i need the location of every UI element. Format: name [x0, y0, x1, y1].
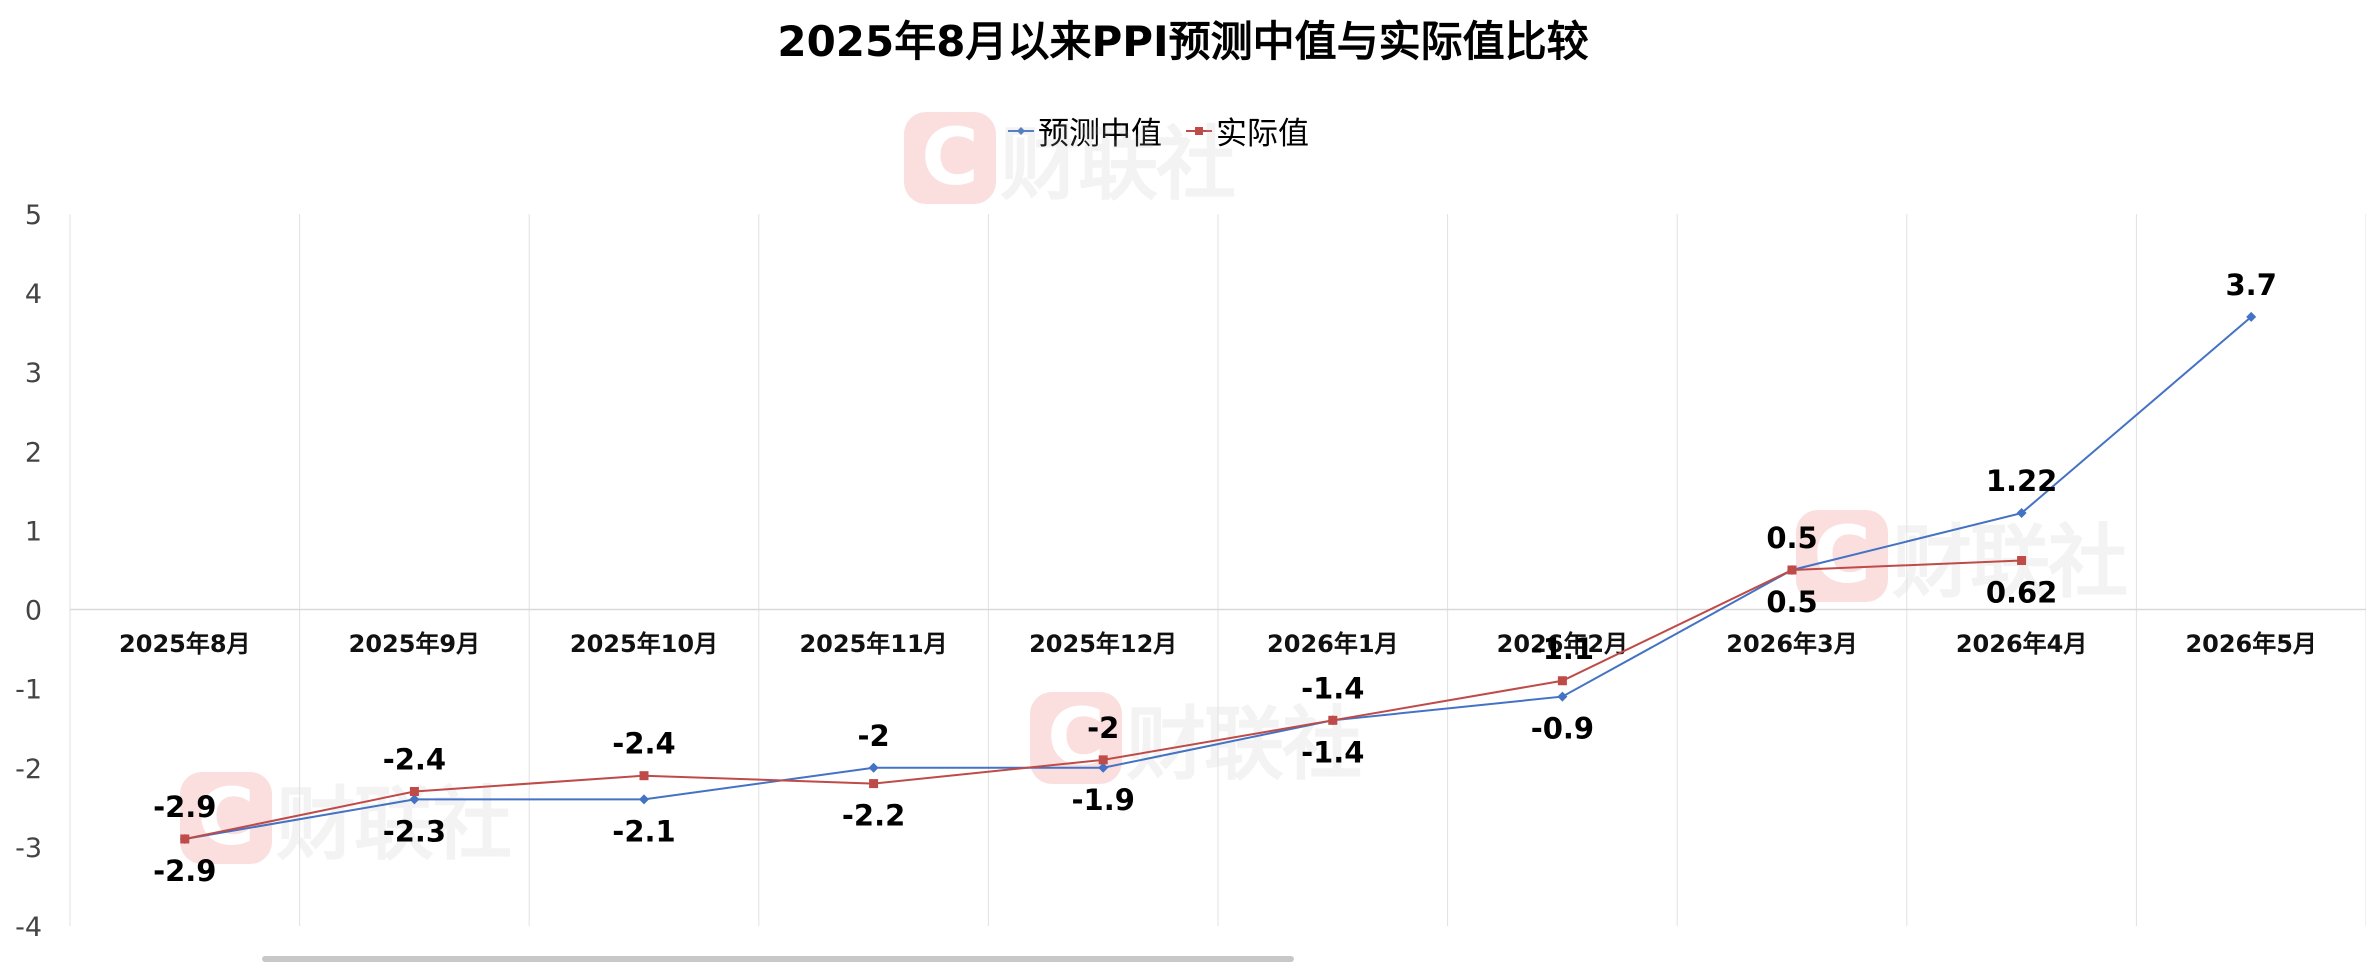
data-point	[639, 794, 649, 805]
x-tick-label: 2026年1月	[1267, 630, 1399, 658]
data-label: -2.4	[383, 743, 446, 777]
data-point	[869, 779, 879, 789]
data-label: -2	[857, 719, 889, 753]
data-label: -2.1	[612, 814, 675, 848]
data-label: -1.4	[1301, 735, 1364, 769]
data-label: -2.3	[383, 814, 446, 848]
scrollbar[interactable]	[262, 956, 1294, 962]
watermark-logo-icon: C	[904, 112, 996, 204]
x-tick-label: 2026年3月	[1726, 630, 1858, 658]
watermark: C 财联社	[180, 760, 512, 876]
chart-title: 2025年8月以来PPI预测中值与实际值比较	[777, 17, 1589, 66]
watermark-text: 财联社	[1892, 516, 2128, 609]
x-tick-label: 2026年2月	[1497, 630, 1629, 658]
y-tick-label: 4	[25, 279, 42, 310]
data-label: -2.9	[153, 790, 216, 824]
legend-label-actual: 实际值	[1216, 116, 1309, 152]
data-point	[2246, 311, 2257, 322]
data-point	[1557, 676, 1567, 686]
y-tick-label: 1	[25, 516, 42, 547]
data-point	[2016, 508, 2027, 519]
watermark-logo-icon: C	[1796, 510, 1888, 602]
data-label: 1.22	[1986, 464, 2058, 498]
watermark-text: 财联社	[276, 778, 512, 871]
y-tick-label: -4	[15, 912, 42, 943]
x-tick-label: 2025年12月	[1029, 630, 1177, 658]
legend-item-actual: 实际值	[1186, 108, 1309, 153]
data-label: -0.9	[1531, 712, 1594, 746]
data-label: -1.9	[1071, 783, 1134, 817]
data-label: -1.4	[1301, 671, 1364, 705]
y-tick-label: -2	[15, 754, 42, 785]
x-tick-label: 2025年11月	[799, 630, 947, 658]
y-tick-label: 0	[25, 596, 42, 627]
data-point	[180, 834, 190, 844]
data-point	[1787, 565, 1797, 575]
watermark-text: 财联社	[1000, 118, 1236, 211]
x-tick-label: 2025年9月	[349, 630, 481, 658]
y-tick-label: -3	[15, 833, 42, 864]
data-point	[1098, 755, 1108, 765]
data-point	[868, 762, 879, 773]
watermark-logo-icon: C	[180, 772, 272, 864]
x-tick-label: 2026年5月	[2185, 630, 2317, 658]
data-label: -2.9	[153, 854, 216, 888]
data-label: 0.5	[1766, 585, 1817, 619]
data-point	[1098, 762, 1109, 773]
series-line-forecast	[184, 316, 2252, 840]
data-label: -2.4	[612, 727, 675, 761]
watermark-text: 财联社	[1126, 698, 1362, 791]
y-tick-label: -1	[15, 675, 42, 706]
legend: 预测中值 实际值	[1008, 108, 1333, 153]
data-label: -1.1	[1531, 632, 1594, 666]
data-label: -2	[1087, 711, 1119, 745]
data-point	[2017, 556, 2027, 566]
x-tick-label: 2025年8月	[119, 630, 251, 658]
data-point	[639, 771, 649, 781]
data-point	[409, 794, 420, 805]
data-point	[1328, 715, 1338, 725]
watermark: C 财联社	[1030, 680, 1362, 796]
data-label: 0.5	[1766, 521, 1817, 555]
x-tick-label: 2025年10月	[570, 630, 718, 658]
legend-label-forecast: 预测中值	[1038, 116, 1162, 152]
data-point	[409, 787, 419, 797]
watermark: C 财联社	[1796, 498, 2128, 614]
y-tick-label: 2	[25, 437, 42, 468]
data-label: 3.7	[2226, 268, 2277, 302]
legend-swatch-forecast	[1008, 126, 1034, 135]
data-label: -2.2	[842, 799, 905, 833]
watermark: C 财联社	[904, 100, 1236, 216]
data-label: 0.62	[1986, 576, 2058, 610]
y-tick-label: 3	[25, 358, 42, 389]
data-point	[1557, 691, 1568, 702]
y-tick-label: 5	[25, 200, 42, 231]
legend-item-forecast: 预测中值	[1008, 108, 1162, 153]
legend-swatch-actual	[1186, 126, 1212, 135]
x-tick-label: 2026年4月	[1956, 630, 2088, 658]
